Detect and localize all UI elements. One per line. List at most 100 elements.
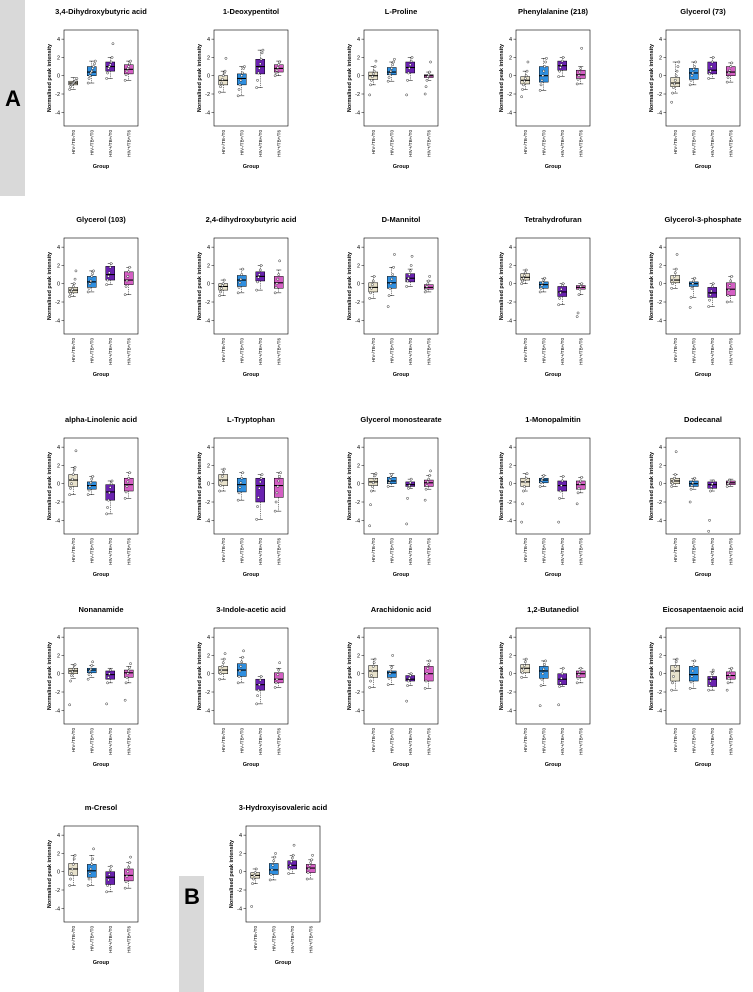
data-point (290, 860, 293, 863)
box-group (538, 659, 549, 708)
x-axis-label: Group (243, 372, 260, 378)
data-point (105, 702, 108, 706)
plot-frame (665, 437, 741, 535)
y-tick-label: 0 (57, 282, 60, 288)
x-axis-label: Group (545, 762, 562, 768)
data-point (388, 672, 392, 676)
data-point (90, 275, 94, 278)
data-point (70, 674, 73, 677)
data-point (369, 503, 372, 507)
data-point (690, 286, 694, 290)
data-point (545, 57, 548, 60)
y-tick-label: 2 (509, 263, 512, 269)
data-point (238, 669, 242, 673)
data-point (124, 880, 128, 884)
box-group (68, 269, 78, 298)
x-tick-label: HIV-/TB-/T0 (221, 338, 226, 363)
data-point (370, 286, 373, 290)
data-point (275, 677, 279, 681)
y-tick-label: -4 (355, 110, 360, 116)
data-point (219, 672, 222, 676)
chart-title: Arachidonic acid (371, 605, 432, 614)
x-axis-label: Group (393, 572, 410, 578)
data-point (689, 296, 693, 299)
data-point (710, 289, 713, 293)
y-tick-label: 0 (659, 282, 662, 288)
y-tick-label: 2 (57, 55, 60, 61)
data-point (538, 290, 542, 294)
data-point (523, 480, 527, 484)
data-point (709, 679, 712, 683)
box-group (273, 661, 284, 689)
y-tick-label: 2 (357, 55, 360, 61)
data-point (307, 867, 311, 871)
data-point (408, 481, 412, 485)
data-point (677, 60, 681, 64)
y-tick-label: 0 (357, 282, 360, 288)
data-point (691, 71, 695, 75)
box-group (538, 276, 549, 294)
x-tick-label: HIV+/TB+/T6 (578, 338, 583, 365)
data-point (575, 315, 579, 318)
x-tick-label: HIV+/TB+/T0 (258, 338, 263, 365)
boxplot-chart: 3,4-Dihydroxybutyric acid -4 -2 0 2 4 Normalis… (28, 0, 168, 190)
data-point (87, 673, 91, 676)
data-point (108, 271, 111, 275)
x-tick-label: HIV+/TB+/T6 (276, 728, 281, 755)
data-point (125, 485, 129, 488)
y-tick-label: 0 (207, 482, 210, 488)
y-tick-label: -2 (657, 300, 662, 306)
y-tick-label: 2 (509, 55, 512, 61)
data-point (90, 69, 94, 73)
data-point (423, 687, 427, 690)
data-point (256, 694, 259, 697)
data-point (310, 858, 313, 862)
box-group (386, 57, 397, 83)
y-axis-label: Normalised peak intensity (47, 641, 53, 710)
boxplot-chart: Glycerol monostearate -4 -2 0 2 4 Normalised p… (328, 408, 468, 598)
data-point (693, 476, 696, 480)
y-tick-label: 0 (57, 482, 60, 488)
data-point (123, 293, 127, 296)
box-group (688, 276, 699, 309)
y-tick-label: -2 (55, 690, 60, 696)
data-point (523, 485, 526, 488)
data-point (239, 481, 243, 485)
data-point (579, 479, 583, 483)
data-point (370, 78, 373, 82)
data-point (218, 294, 221, 297)
data-point (127, 476, 131, 480)
data-point (105, 77, 108, 80)
data-point (255, 288, 258, 292)
data-point (218, 489, 221, 493)
plot-frame (515, 29, 591, 127)
x-tick-label: HIV-/TB-/T0 (371, 338, 376, 363)
data-point (107, 676, 110, 679)
box-group (670, 253, 680, 290)
y-axis-label: Normalised peak intensity (229, 839, 235, 908)
box-group (386, 473, 397, 488)
data-point (707, 77, 710, 80)
box-group (725, 478, 736, 488)
data-point (711, 479, 715, 483)
y-tick-label: 4 (357, 635, 360, 641)
y-tick-label: -2 (657, 92, 662, 98)
box-group (423, 60, 434, 96)
box-iqr (670, 665, 680, 682)
y-tick-label: 4 (509, 37, 512, 43)
data-point (524, 476, 528, 480)
data-point (389, 476, 393, 479)
data-point (92, 847, 95, 851)
y-tick-label: 0 (509, 672, 512, 678)
box-group (273, 471, 284, 513)
data-point (408, 67, 411, 70)
data-point (123, 698, 127, 702)
data-point (371, 669, 374, 673)
plot-frame (213, 437, 289, 535)
y-tick-label: 2 (239, 851, 242, 857)
x-tick-label: HIV-/TB+/T0 (239, 130, 244, 156)
y-axis-label: Normalised peak intensity (499, 451, 505, 520)
data-point (673, 473, 677, 476)
x-tick-label: HIV+/TB+/T0 (108, 926, 113, 953)
data-point (389, 69, 393, 73)
